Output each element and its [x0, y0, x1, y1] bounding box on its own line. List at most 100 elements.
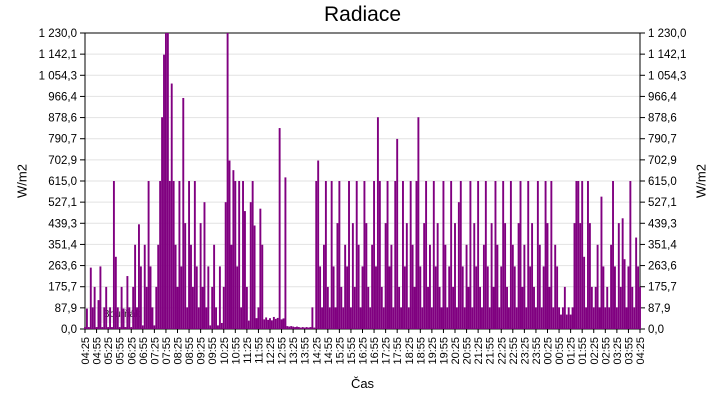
- bar: [371, 244, 374, 329]
- bar: [138, 224, 140, 329]
- bar: [166, 33, 169, 329]
- bar: [259, 208, 262, 329]
- bar: [434, 266, 437, 329]
- bar: [413, 286, 416, 329]
- bar: [348, 181, 350, 329]
- bar: [548, 286, 551, 329]
- bar: [245, 286, 248, 329]
- bar: [569, 314, 572, 329]
- bar: [538, 244, 541, 329]
- bar: [430, 307, 433, 329]
- bar: [143, 244, 146, 329]
- bar: [561, 307, 564, 329]
- bar: [164, 33, 167, 329]
- bar: [217, 325, 219, 329]
- bar: [243, 211, 246, 329]
- bar: [338, 181, 341, 329]
- bar: [567, 307, 570, 329]
- x-tick-label: 12:55: [277, 337, 289, 365]
- y-tick-label-left: 87,9: [55, 303, 77, 315]
- y-tick-label-right: 1 142,1: [648, 49, 686, 61]
- x-tick-label: 03:25: [612, 337, 624, 365]
- bar: [112, 181, 115, 329]
- bar: [186, 307, 189, 329]
- bar: [278, 128, 281, 329]
- x-tick-label: 13:55: [300, 337, 312, 365]
- bar: [525, 307, 528, 329]
- bar: [486, 266, 489, 329]
- bar: [361, 266, 364, 329]
- x-tick-label: 13:25: [288, 337, 300, 365]
- bar: [631, 286, 634, 329]
- bar: [114, 256, 117, 329]
- bar: [128, 307, 131, 329]
- bar: [344, 244, 347, 329]
- bar: [375, 266, 377, 329]
- bar: [498, 307, 501, 329]
- x-tick-label: 15:55: [346, 337, 358, 365]
- bar: [583, 256, 586, 329]
- y-tick-label-left: 615,0: [48, 176, 77, 188]
- bar: [396, 138, 399, 329]
- bar: [270, 320, 273, 329]
- bar: [463, 307, 466, 329]
- bar: [159, 181, 162, 329]
- bar: [511, 244, 514, 329]
- x-tick-label: 16:55: [369, 337, 381, 365]
- bar: [240, 307, 243, 329]
- bar: [598, 307, 601, 329]
- bar: [326, 286, 329, 329]
- bar: [157, 244, 160, 329]
- bar: [145, 286, 148, 329]
- bar: [263, 319, 266, 329]
- x-tick-label: 17:55: [392, 337, 404, 365]
- bar: [621, 218, 624, 329]
- y-tick-label-right: 351,4: [648, 239, 677, 251]
- bar: [623, 259, 626, 329]
- y-tick-label-left: 1 054,3: [39, 70, 77, 82]
- x-tick-label: 21:25: [473, 337, 485, 365]
- bar: [425, 181, 428, 329]
- bar: [355, 181, 358, 329]
- y-tick-label-right: 0,0: [648, 324, 664, 336]
- x-tick-label: 09:55: [207, 337, 219, 365]
- x-tick-label: 05:55: [115, 337, 127, 365]
- bar: [95, 327, 98, 329]
- x-tick-label: 22:25: [496, 337, 508, 365]
- bar: [571, 307, 574, 329]
- x-tick-label: 10:55: [230, 337, 242, 365]
- bar: [93, 286, 96, 329]
- bar: [224, 202, 227, 329]
- bar: [134, 244, 137, 329]
- bar: [465, 244, 468, 329]
- x-tick-label: 02:25: [589, 337, 601, 365]
- bar: [513, 266, 516, 329]
- x-tick-label: 00:55: [554, 337, 566, 365]
- x-tick-label: 21:55: [485, 337, 497, 365]
- bar: [315, 181, 318, 329]
- bar: [87, 327, 90, 329]
- bar: [209, 325, 212, 329]
- bar: [380, 286, 383, 329]
- bar: [357, 244, 360, 329]
- bar: [635, 237, 638, 329]
- bar: [577, 181, 580, 329]
- bar: [85, 308, 88, 329]
- bar: [317, 160, 320, 329]
- bar: [394, 181, 397, 329]
- x-tick-label: 08:55: [184, 337, 196, 365]
- bar: [136, 307, 138, 329]
- bar: [313, 327, 316, 329]
- bar: [450, 181, 453, 329]
- bar: [359, 307, 362, 329]
- bar: [290, 326, 293, 329]
- bar: [617, 223, 620, 329]
- y-tick-label-right: 966,4: [648, 91, 677, 103]
- bar: [457, 202, 460, 329]
- y-tick-label-right: 878,6: [648, 113, 677, 125]
- bar: [197, 307, 200, 329]
- bar: [191, 286, 194, 329]
- x-tick-label: 19:55: [438, 337, 450, 365]
- bar: [205, 307, 208, 329]
- bar: [613, 266, 616, 329]
